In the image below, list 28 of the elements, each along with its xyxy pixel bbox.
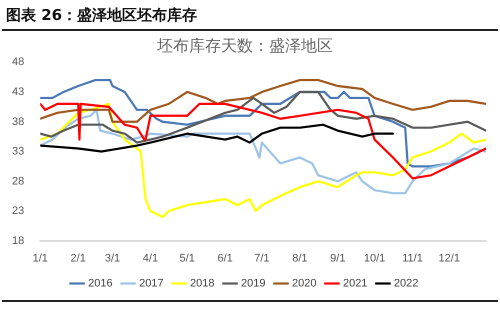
x-tick-label: 5/1 bbox=[180, 252, 195, 264]
legend-label: 2021 bbox=[342, 278, 368, 290]
legend-label: 2018 bbox=[190, 278, 215, 290]
legend-label: 2017 bbox=[139, 278, 164, 290]
x-tick-label: 4/1 bbox=[142, 252, 158, 264]
x-tick-label: 12/1 bbox=[438, 252, 460, 264]
legend-label: 2019 bbox=[241, 278, 266, 290]
chart-title: 图表 26：盛泽地区坯布库存 bbox=[2, 0, 498, 31]
x-tick-label: 8/1 bbox=[292, 252, 308, 264]
y-tick-label: 18 bbox=[12, 234, 24, 247]
x-tick-label: 11/1 bbox=[402, 252, 423, 264]
legend-label: 2016 bbox=[88, 278, 113, 290]
chart-subtitle: 坯布库存天数：盛泽地区 bbox=[156, 36, 333, 55]
y-tick-label: 23 bbox=[12, 205, 24, 218]
x-tick-label: 1/1 bbox=[32, 252, 48, 264]
x-tick-label: 9/1 bbox=[330, 252, 346, 264]
y-tick-label: 38 bbox=[12, 116, 24, 128]
y-tick-label: 48 bbox=[12, 56, 24, 68]
x-tick-label: 6/1 bbox=[218, 252, 233, 264]
x-tick-label: 3/1 bbox=[104, 252, 120, 264]
y-tick-label: 43 bbox=[12, 86, 24, 98]
x-tick-label: 10/1 bbox=[364, 252, 386, 264]
legend-label: 2022 bbox=[394, 278, 418, 290]
y-tick-label: 33 bbox=[12, 146, 24, 158]
y-tick-label: 28 bbox=[12, 175, 24, 188]
legend-label: 2020 bbox=[292, 278, 316, 290]
x-tick-label: 7/1 bbox=[254, 252, 270, 264]
x-tick-label: 2/1 bbox=[70, 252, 86, 264]
